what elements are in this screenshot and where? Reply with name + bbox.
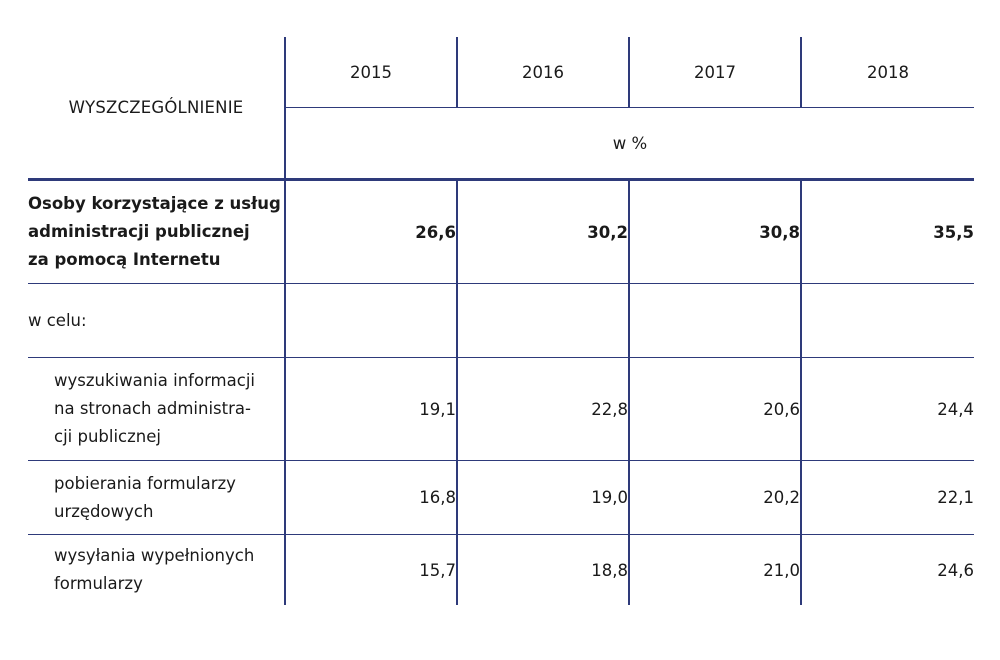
year-header-2018: 2018 — [800, 37, 974, 108]
value-cell: 30,8 — [628, 179, 801, 284]
value-cell — [800, 283, 974, 358]
header-label: WYSZCZEGÓLNIENIE — [28, 37, 285, 181]
row-label-line: Osoby korzystające z usług — [28, 194, 281, 213]
value-cell: 21,0 — [628, 534, 801, 605]
row-label: wysyłania wypełnionych formularzy — [28, 535, 285, 606]
row-label-main: Osoby korzystające z usług administracji… — [28, 179, 285, 284]
unit-header: w % — [284, 107, 974, 181]
row-label-line: wyszukiwania informacji — [54, 371, 255, 390]
value-cell: 19,0 — [456, 460, 629, 535]
value-cell: 24,4 — [800, 357, 974, 461]
value-cell: 22,8 — [456, 357, 629, 461]
row-label: pobierania formularzy urzędowych — [28, 460, 285, 535]
row-label-line: na stronach administra- — [54, 399, 251, 418]
table-row-main: Osoby korzystające z usług administracji… — [28, 179, 974, 284]
value-cell: 20,6 — [628, 357, 801, 461]
row-label-line: cji publicznej — [54, 427, 161, 446]
row-label-line: za pomocą Internetu — [28, 250, 221, 269]
table-row: pobierania formularzy urzędowych 16,8 19… — [28, 460, 974, 535]
row-label-line: wysyłania wypełnionych — [54, 546, 255, 565]
value-cell: 18,8 — [456, 534, 629, 605]
year-header-2015: 2015 — [284, 37, 457, 108]
row-label: wyszukiwania informacji na stronach admi… — [28, 357, 285, 461]
value-cell — [456, 283, 629, 358]
row-label-line: urzędowych — [54, 501, 154, 521]
value-cell: 15,7 — [284, 534, 457, 605]
table-row: wysyłania wypełnionych formularzy 15,7 1… — [28, 534, 974, 606]
value-cell: 35,5 — [800, 179, 974, 284]
table-row-purpose-heading: w celu: — [28, 283, 974, 358]
value-cell: 20,2 — [628, 460, 801, 535]
value-cell: 16,8 — [284, 460, 457, 535]
value-cell: 30,2 — [456, 179, 629, 284]
value-cell: 19,1 — [284, 357, 457, 461]
row-label-line: administracji publicznej — [28, 222, 250, 241]
statistics-table: WYSZCZEGÓLNIENIE 2015 2016 2017 2018 w %… — [28, 37, 974, 605]
year-header-2017: 2017 — [628, 37, 801, 108]
value-cell: 22,1 — [800, 460, 974, 535]
year-header-2016: 2016 — [456, 37, 629, 108]
row-label-line: formularzy — [54, 574, 143, 593]
table-row: wyszukiwania informacji na stronach admi… — [28, 357, 974, 461]
value-cell: 26,6 — [284, 179, 457, 284]
value-cell — [284, 283, 457, 358]
value-cell — [628, 283, 801, 358]
row-label-purpose: w celu: — [28, 283, 285, 358]
row-label-line: pobierania formularzy — [54, 473, 236, 493]
value-cell: 24,6 — [800, 534, 974, 605]
